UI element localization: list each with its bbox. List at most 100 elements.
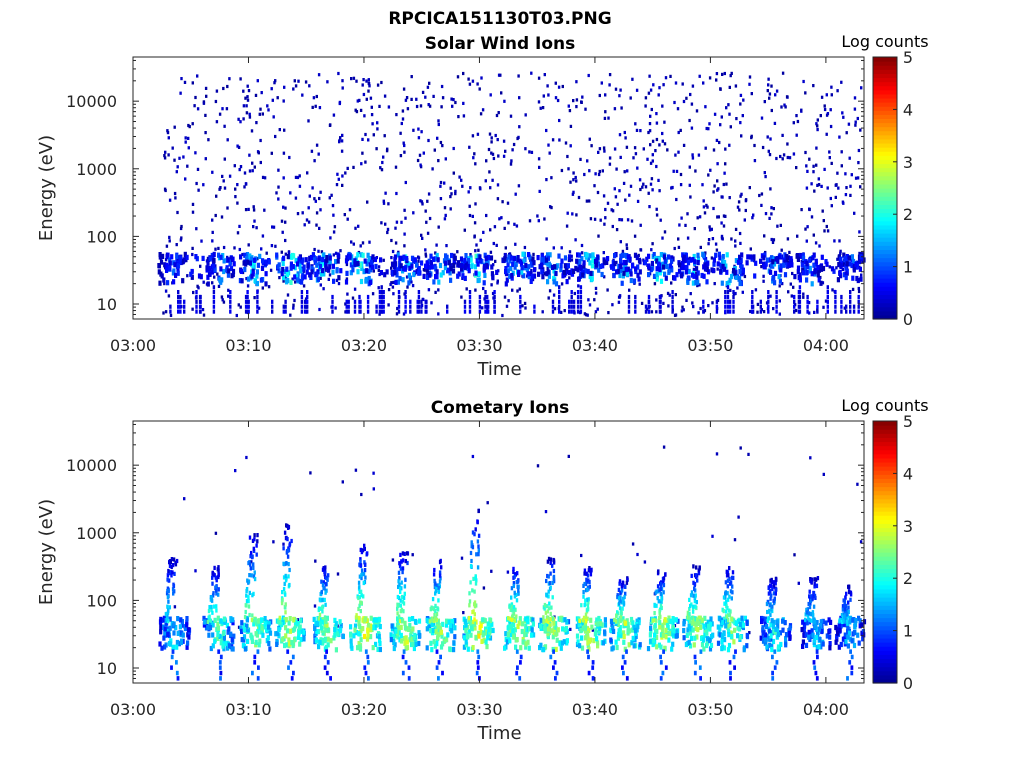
heatmap-cell xyxy=(662,140,664,143)
x-tick-label: 03:20 xyxy=(341,336,387,355)
heatmap-cell xyxy=(793,300,795,304)
heatmap-cell xyxy=(229,295,231,299)
heatmap-cell xyxy=(519,645,522,650)
heatmap-cell xyxy=(252,169,254,172)
heatmap-cell xyxy=(418,300,420,304)
heatmap-cell xyxy=(249,169,251,172)
heatmap-cell xyxy=(229,300,231,304)
heatmap-cell xyxy=(370,616,373,621)
heatmap-cell xyxy=(568,254,571,259)
heatmap-cell xyxy=(553,294,555,297)
heatmap-cell xyxy=(656,138,658,141)
heatmap-cell xyxy=(543,94,545,97)
heatmap-cell xyxy=(319,640,322,645)
heatmap-cell xyxy=(469,310,471,314)
heatmap-cell xyxy=(250,551,252,555)
heatmap-cell xyxy=(435,244,437,247)
heatmap-cell xyxy=(693,268,695,271)
heatmap-cell xyxy=(306,300,308,304)
heatmap-cell xyxy=(166,589,168,593)
heatmap-cell xyxy=(284,531,286,535)
heatmap-cell xyxy=(292,253,295,258)
heatmap-cell xyxy=(349,633,352,638)
heatmap-cell xyxy=(554,660,557,665)
heatmap-cell xyxy=(819,281,822,286)
heatmap-cell xyxy=(609,163,611,166)
heatmap-cell xyxy=(603,223,605,226)
heatmap-cell xyxy=(452,647,455,652)
heatmap-cell xyxy=(764,100,766,103)
heatmap-cell xyxy=(295,197,297,200)
heatmap-cell xyxy=(384,223,386,226)
heatmap-cell xyxy=(715,78,717,81)
heatmap-cell xyxy=(177,165,179,168)
heatmap-cell xyxy=(288,568,290,572)
heatmap-cell xyxy=(485,256,488,261)
heatmap-cell xyxy=(407,280,410,285)
heatmap-cell xyxy=(651,261,654,266)
heatmap-cell xyxy=(360,493,362,496)
heatmap-cell xyxy=(253,537,255,541)
heatmap-cell xyxy=(179,92,181,95)
heatmap-cell xyxy=(546,604,548,608)
heatmap-cell xyxy=(577,295,579,299)
heatmap-cell xyxy=(240,269,243,274)
heatmap-cell xyxy=(566,279,569,284)
heatmap-cell xyxy=(223,125,225,128)
heatmap-cell xyxy=(626,676,629,681)
heatmap-cell xyxy=(569,628,571,631)
heatmap-cell xyxy=(570,144,572,147)
heatmap-cell xyxy=(364,279,367,284)
heatmap-cell xyxy=(626,243,628,246)
heatmap-cell xyxy=(688,624,691,629)
heatmap-cell xyxy=(300,637,303,642)
heatmap-cell xyxy=(192,211,194,214)
heatmap-cell xyxy=(542,647,545,652)
heatmap-cell xyxy=(302,636,305,641)
heatmap-cell xyxy=(561,169,563,172)
heatmap-cell xyxy=(641,302,643,305)
heatmap-cell xyxy=(718,255,721,260)
heatmap-cell xyxy=(407,627,410,632)
heatmap-cell xyxy=(474,202,476,205)
heatmap-cell xyxy=(378,617,381,622)
heatmap-cell xyxy=(371,265,374,270)
heatmap-cell xyxy=(575,105,577,108)
heatmap-cell xyxy=(613,618,615,622)
heatmap-cell xyxy=(400,625,403,630)
heatmap-cell xyxy=(623,595,625,599)
heatmap-cell xyxy=(341,134,343,137)
colorbar-segment xyxy=(873,69,897,74)
heatmap-cell xyxy=(550,606,552,610)
heatmap-cell xyxy=(313,96,315,99)
colorbar-segment xyxy=(873,249,897,254)
heatmap-cell xyxy=(671,642,674,647)
heatmap-cell xyxy=(549,289,551,292)
heatmap-cell xyxy=(197,107,199,110)
heatmap-cell xyxy=(221,175,223,178)
heatmap-cell xyxy=(195,295,197,299)
heatmap-cell xyxy=(644,104,646,107)
heatmap-cell xyxy=(402,277,405,282)
heatmap-cell xyxy=(283,129,285,132)
heatmap-cell xyxy=(279,616,281,620)
heatmap-cell xyxy=(756,311,758,314)
heatmap-cell xyxy=(622,250,624,253)
heatmap-cell xyxy=(663,583,665,587)
heatmap-cell xyxy=(591,665,594,670)
heatmap-cell xyxy=(714,113,716,116)
heatmap-cell xyxy=(367,676,370,681)
heatmap-cell xyxy=(858,149,860,152)
heatmap-cell xyxy=(648,205,650,208)
heatmap-cell xyxy=(675,634,678,639)
colorbar-segment xyxy=(873,200,897,205)
heatmap-cell xyxy=(656,213,658,216)
heatmap-cell xyxy=(383,259,385,262)
heatmap-cell xyxy=(540,269,543,274)
heatmap-cell xyxy=(513,256,516,261)
heatmap-cell xyxy=(728,144,730,147)
heatmap-cell xyxy=(472,645,475,650)
heatmap-cell xyxy=(671,310,673,314)
heatmap-cell xyxy=(701,183,703,186)
